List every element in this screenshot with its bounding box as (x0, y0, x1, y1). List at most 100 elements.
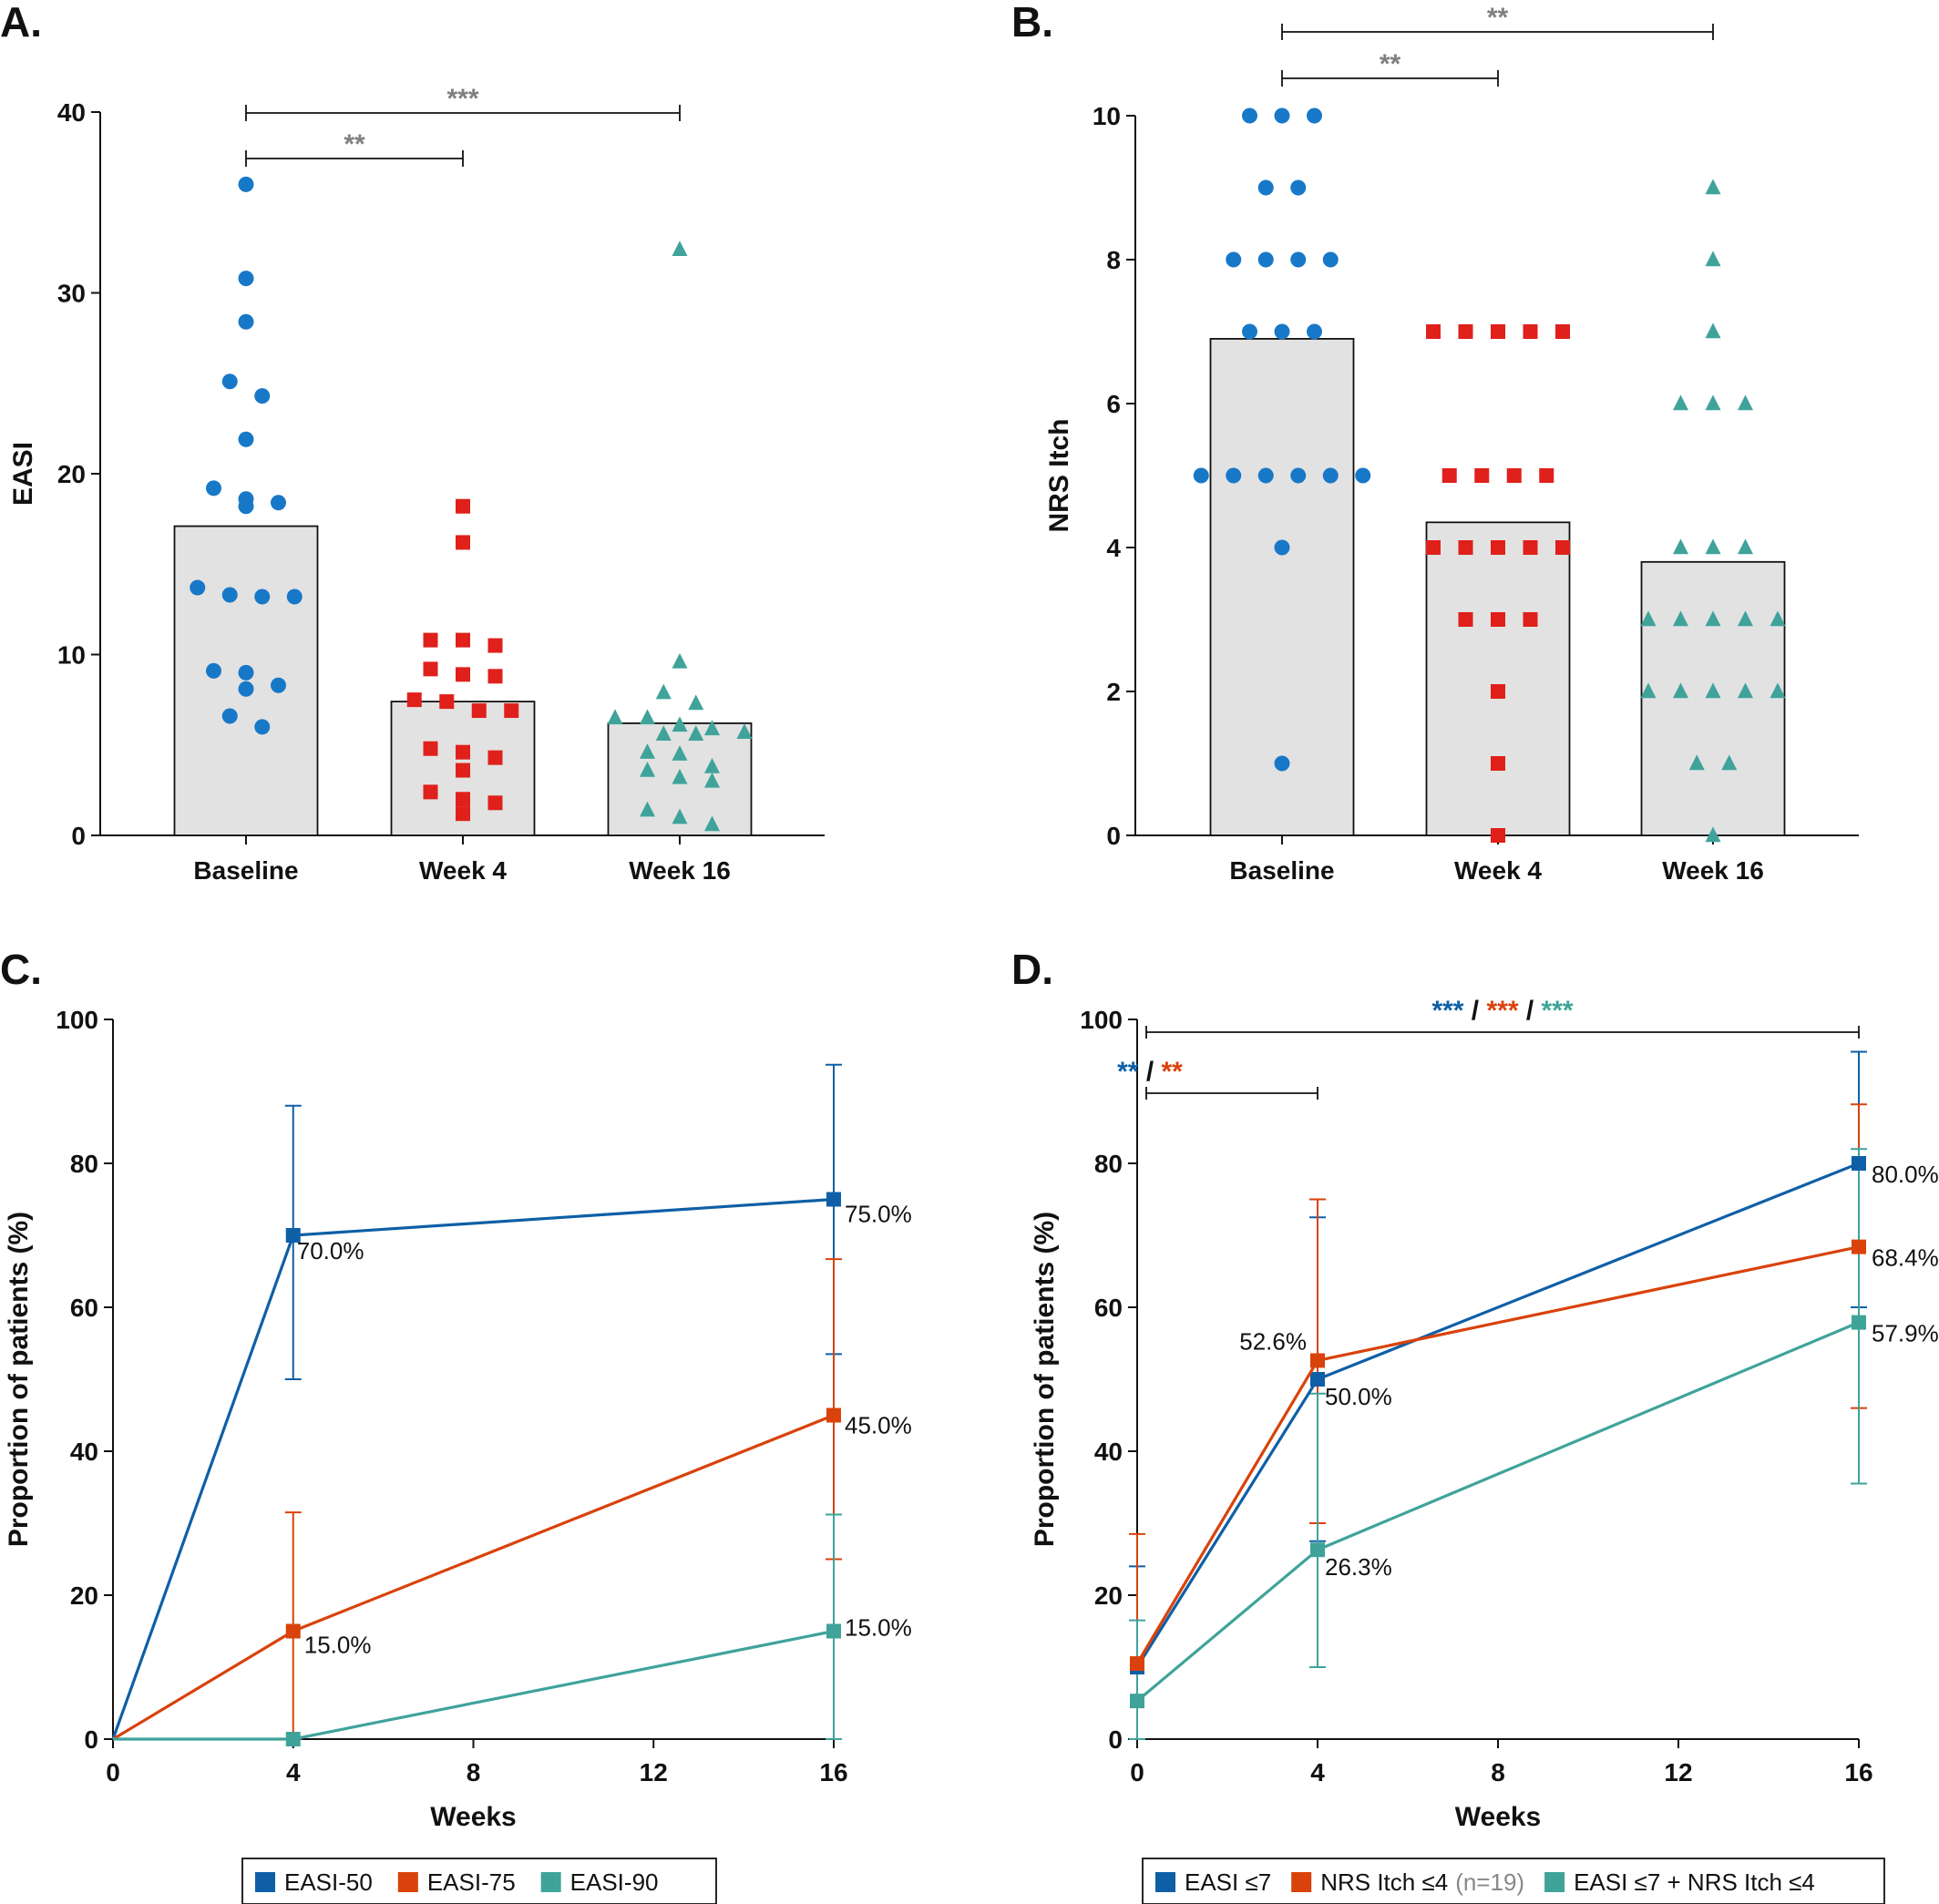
legend-label: EASI-75 (427, 1868, 516, 1896)
data-point (1474, 468, 1490, 483)
legend-box (241, 1858, 717, 1904)
significance-bracket (245, 105, 681, 121)
significance-part: *** (1431, 996, 1463, 1026)
data-point (206, 662, 221, 679)
data-label: 57.9% (1872, 1320, 1939, 1347)
data-point (487, 669, 503, 684)
mean-bar (1209, 337, 1355, 836)
legend-label: EASI-50 (284, 1868, 373, 1896)
panel-b-plot: 0 2 4 6 8 10 NRS Itch Baseline Week 4 Week 16 ** ** (1044, 3, 1859, 885)
data-point (688, 694, 704, 711)
data-point (1770, 682, 1786, 699)
series-marker (1852, 1315, 1866, 1330)
significance-label: *** / *** / *** (1431, 996, 1573, 1026)
data-point (439, 694, 455, 710)
x-tick-label: Baseline (1229, 856, 1334, 885)
data-label: 26.3% (1325, 1553, 1392, 1581)
data-point (456, 498, 470, 514)
series-marker (1130, 1656, 1144, 1672)
significance-bracket (1281, 24, 1714, 40)
data-point (1307, 107, 1322, 124)
data-point (238, 681, 254, 697)
series-line (112, 1414, 835, 1741)
data-point (1257, 251, 1274, 268)
data-point (1242, 107, 1257, 124)
x-tick-label: Week 16 (629, 856, 731, 885)
data-point (1705, 682, 1721, 699)
data-point (1491, 540, 1505, 555)
mean-bar (1640, 560, 1786, 836)
data-point (1523, 540, 1538, 555)
data-point (1322, 467, 1339, 484)
data-point (1226, 251, 1242, 268)
y-tick-label: 60 (1094, 1294, 1123, 1322)
data-point (1738, 394, 1753, 411)
data-point (1705, 826, 1721, 843)
data-point (672, 652, 688, 669)
series-line (111, 1197, 835, 1740)
significance-part: / (1138, 1057, 1161, 1087)
y-tick-label: 60 (70, 1294, 98, 1322)
x-tick-label: Week 16 (1662, 856, 1764, 885)
y-axis-title: Proportion of patients (%) (1030, 1212, 1060, 1547)
legend-label: EASI ≤7 (1185, 1868, 1271, 1896)
data-point (1705, 394, 1721, 411)
panel-c-plot: 0 20 40 60 80 100 0 4 8 12 16 Weeks Proportion of pa… (4, 1006, 912, 1832)
y-tick-label: 100 (1080, 1006, 1123, 1034)
data-point (1738, 610, 1753, 627)
series-line (1135, 1162, 1860, 1668)
data-point (423, 632, 438, 648)
significance-label: ** (344, 129, 365, 159)
significance-part: / (1519, 996, 1542, 1026)
data-label: 52.6% (1239, 1327, 1307, 1355)
series-marker (285, 1732, 301, 1746)
y-tick-label: 20 (70, 1582, 98, 1610)
x-tick-label: Week 4 (419, 856, 507, 885)
significance-label: ** (1487, 3, 1509, 33)
data-point (456, 744, 470, 760)
data-point (1506, 468, 1522, 483)
panel-d: D. 0 20 40 60 80 100 0 4 8 12 16 Weeks Proportion of… (1011, 946, 1939, 1904)
y-tick-label: 6 (1106, 390, 1121, 418)
series-marker (1130, 1694, 1144, 1709)
significance-part: / (1463, 996, 1486, 1026)
panel-b-letter: B. (1011, 0, 1053, 46)
data-point (1523, 324, 1538, 339)
data-point (1355, 467, 1371, 484)
data-point (704, 757, 720, 773)
x-tick-label: 8 (467, 1758, 481, 1786)
data-point (1322, 251, 1339, 268)
y-tick-label: 4 (1106, 534, 1121, 562)
data-point (406, 692, 422, 708)
data-label: 50.0% (1325, 1383, 1392, 1410)
y-tick-label: 2 (1106, 678, 1121, 706)
significance-label: ** (1380, 49, 1401, 79)
data-point (1491, 324, 1505, 339)
data-point (1673, 394, 1688, 411)
x-tick-label: 0 (1130, 1758, 1144, 1786)
data-point (487, 795, 503, 811)
data-point (1640, 682, 1657, 699)
y-tick-label: 40 (1094, 1438, 1123, 1466)
data-label: 80.0% (1872, 1161, 1939, 1188)
data-point (1491, 612, 1505, 627)
data-point (1257, 467, 1274, 484)
data-point (221, 587, 238, 603)
data-point (1673, 610, 1688, 627)
data-point (1673, 538, 1688, 555)
error-bar (1129, 1619, 1145, 1740)
panel-c: C. 0 20 40 60 80 100 0 4 8 12 16 Weeks Proportion of… (0, 946, 912, 1904)
data-point (655, 683, 672, 700)
y-tick-label: 20 (57, 460, 86, 488)
data-point (1290, 179, 1307, 196)
data-point (640, 761, 655, 777)
y-tick-label: 30 (57, 280, 86, 308)
y-tick-label: 0 (1106, 822, 1121, 850)
data-point (1491, 756, 1505, 771)
data-point (1555, 324, 1570, 339)
data-point (238, 176, 254, 192)
data-point (1738, 682, 1753, 699)
data-point (423, 784, 438, 800)
